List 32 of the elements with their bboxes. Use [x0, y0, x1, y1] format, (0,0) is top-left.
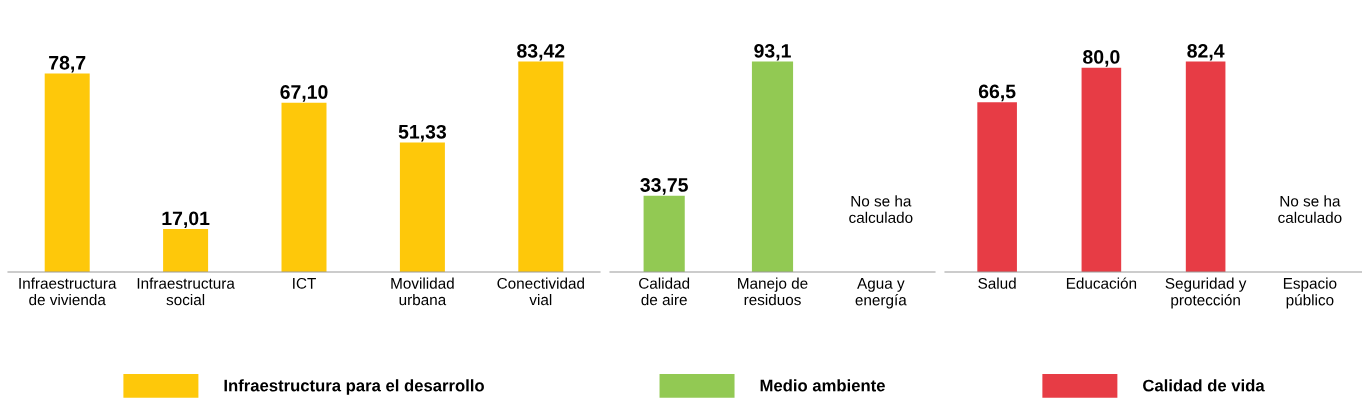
legend-label: Calidad de vida: [1143, 379, 1265, 392]
data-label: 17,01: [162, 211, 210, 229]
text: No se ha calculado: [849, 195, 913, 223]
x-tick-label: Movilidad urbana: [391, 277, 454, 306]
x-tick-label: ICT: [293, 277, 316, 289]
x-tick-label: Educación: [1066, 277, 1137, 289]
x-tick-label: Seguridad y protección: [1165, 277, 1247, 309]
legend-label: Medio ambiente: [760, 379, 885, 392]
x-tick-label: Infraestructura de vivienda: [19, 277, 117, 306]
x-tick-label: Salud: [978, 277, 1016, 289]
data-label: 93,1: [754, 43, 791, 61]
x-tick-label: Agua y energía: [855, 278, 907, 309]
x-tick-label: Conectividad vial: [497, 277, 584, 306]
data-label: 78,7: [49, 55, 86, 73]
data-label: 67,10: [280, 85, 328, 102]
legend-label: Infraestructura para el desarrollo: [224, 379, 484, 395]
data-label: 51,33: [398, 124, 447, 142]
bar: [399, 142, 445, 272]
data-label: 83,42: [517, 43, 565, 61]
x-tick-label: Espacio público: [1283, 277, 1337, 309]
text: No se ha calculado: [1278, 195, 1342, 223]
bar: [163, 229, 209, 272]
bar: [518, 61, 564, 272]
x-tick-label: Calidad de aire: [639, 277, 690, 306]
data-label: 33,75: [640, 178, 688, 195]
data-label: 80,0: [1083, 50, 1120, 67]
x-tick-label: Infraestructura social: [137, 277, 235, 306]
bar: [44, 73, 90, 272]
data-label: 82,4: [1187, 43, 1225, 61]
bar: [281, 102, 327, 272]
x-tick-label: Manejo de residuos: [738, 277, 808, 306]
data-label: 66,5: [978, 84, 1016, 102]
